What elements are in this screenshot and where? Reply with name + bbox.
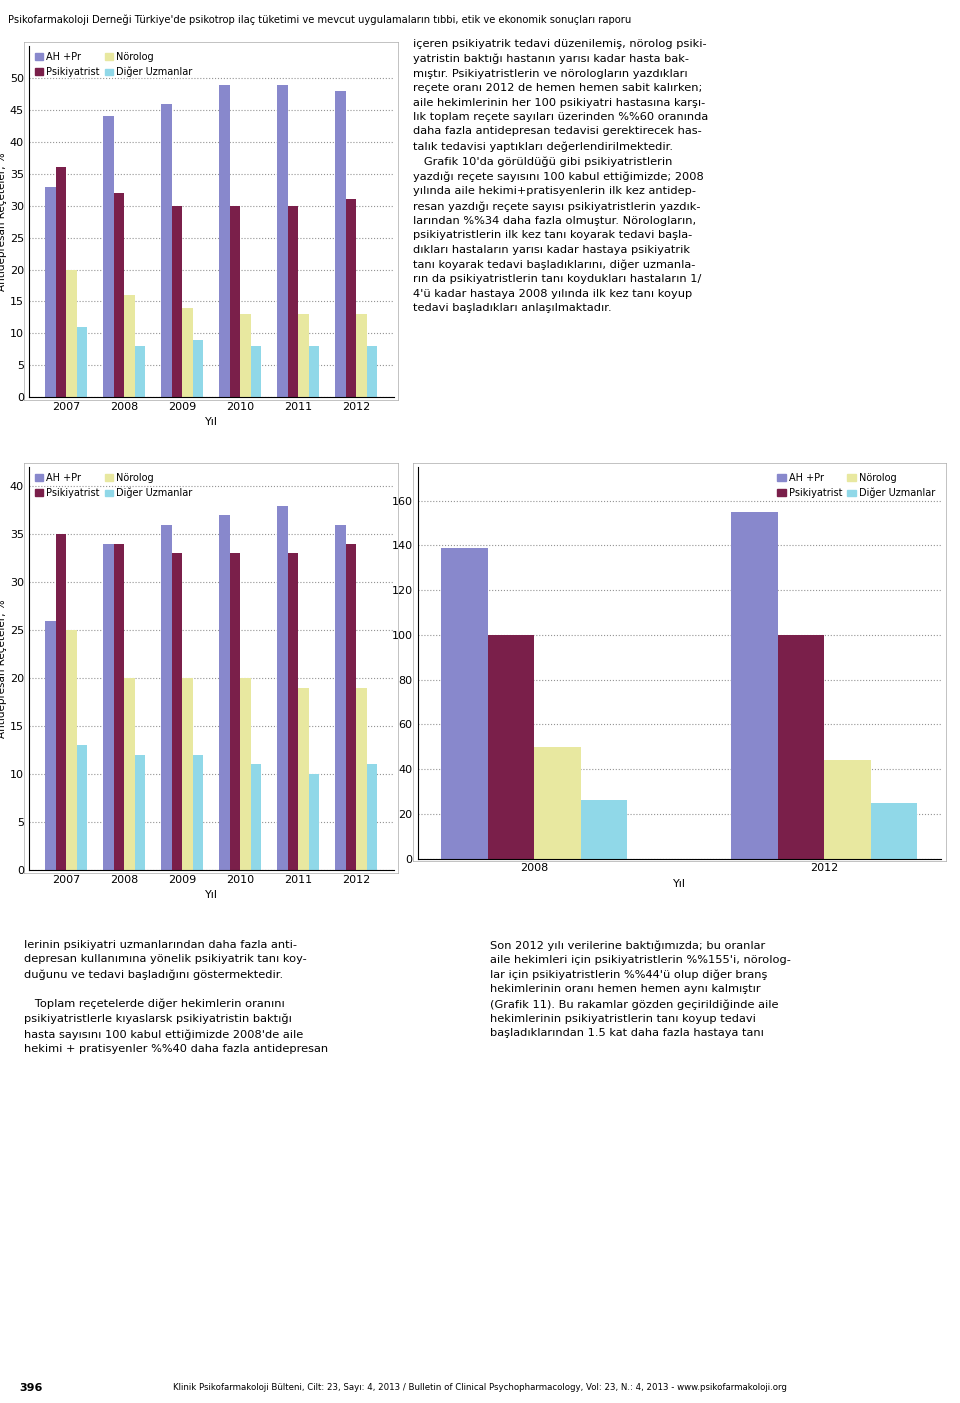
Bar bbox=[288, 554, 299, 870]
Bar bbox=[251, 347, 261, 397]
Bar bbox=[182, 307, 193, 397]
Bar bbox=[346, 544, 356, 870]
Bar bbox=[182, 678, 193, 870]
Legend: AH +Pr, Psikiyatrist, Nörolog, Diğer Uzmanlar: AH +Pr, Psikiyatrist, Nörolog, Diğer Uzm… bbox=[31, 469, 197, 502]
Bar bbox=[442, 547, 488, 859]
X-axis label: Yıl: Yıl bbox=[673, 880, 685, 890]
Bar bbox=[277, 505, 288, 870]
Text: Son 2012 yılı verilerine baktığımızda; bu oranlar
aile hekimleri için psikiyatri: Son 2012 yılı verilerine baktığımızda; b… bbox=[490, 940, 790, 1038]
Bar bbox=[335, 91, 346, 397]
Bar bbox=[367, 765, 377, 870]
Bar bbox=[346, 199, 356, 397]
Y-axis label: Antidepresan Reçeteler, %: Antidepresan Reçeteler, % bbox=[0, 599, 7, 738]
Bar bbox=[172, 206, 182, 397]
Text: Grafik 10: Diğer branş hekimlerinin toplam yazdıkları
antidepresan içeren reçete: Grafik 10: Diğer branş hekimlerinin topl… bbox=[423, 882, 756, 916]
Bar bbox=[104, 544, 114, 870]
Bar bbox=[277, 84, 288, 397]
Bar bbox=[356, 314, 367, 397]
Bar bbox=[124, 295, 134, 397]
Bar bbox=[134, 755, 145, 870]
Bar bbox=[114, 194, 124, 397]
Bar bbox=[134, 347, 145, 397]
Bar bbox=[161, 525, 172, 870]
Bar bbox=[219, 515, 229, 870]
Text: Klinik Psikofarmakoloji Bülteni, Cilt: 23, Sayı: 4, 2013 / Bulletin of Clinical : Klinik Psikofarmakoloji Bülteni, Cilt: 2… bbox=[173, 1383, 787, 1392]
Bar bbox=[299, 314, 308, 397]
Bar bbox=[534, 746, 581, 859]
Text: Grafik 8: Türkiye'de antidepresan içeren toplam reçete sayısının
yazıldıkları br: Grafik 8: Türkiye'de antidepresan içeren… bbox=[32, 422, 375, 442]
Bar bbox=[488, 636, 534, 859]
Bar bbox=[251, 765, 261, 870]
Text: içeren psikiyatrik tedavi düzenilemiş, nörolog psiki-
yatristin baktığı hastanın: içeren psikiyatrik tedavi düzenilemiş, n… bbox=[413, 39, 708, 313]
Bar bbox=[172, 554, 182, 870]
Legend: AH +Pr, Psikiyatrist, Nörolog, Diğer Uzmanlar: AH +Pr, Psikiyatrist, Nörolog, Diğer Uzm… bbox=[773, 469, 939, 502]
Bar bbox=[124, 678, 134, 870]
Bar bbox=[56, 167, 66, 397]
Bar bbox=[308, 347, 319, 397]
Bar bbox=[45, 620, 56, 870]
Bar bbox=[66, 269, 77, 397]
Bar bbox=[229, 206, 240, 397]
Text: 396: 396 bbox=[19, 1382, 42, 1393]
Bar bbox=[77, 745, 87, 870]
Bar bbox=[288, 206, 299, 397]
Text: Grafik 9: Türkiye'de ilk defa antidepresan içeren yeni reçetelerin
yazıldıkları : Grafik 9: Türkiye'de ilk defa antidepres… bbox=[32, 895, 377, 915]
X-axis label: Yıl: Yıl bbox=[204, 891, 218, 901]
Bar bbox=[581, 801, 627, 859]
Bar bbox=[240, 678, 251, 870]
Bar bbox=[299, 687, 308, 870]
Bar bbox=[356, 687, 367, 870]
Bar bbox=[778, 636, 825, 859]
Text: lerinin psikiyatri uzmanlarından daha fazla anti-
depresan kullanımına yönelik p: lerinin psikiyatri uzmanlarından daha fa… bbox=[24, 940, 328, 1054]
Bar bbox=[308, 774, 319, 870]
Bar bbox=[367, 347, 377, 397]
Bar bbox=[240, 314, 251, 397]
Bar bbox=[825, 760, 871, 859]
Bar bbox=[66, 630, 77, 870]
Bar bbox=[219, 84, 229, 397]
Legend: AH +Pr, Psikiyatrist, Nörolog, Diğer Uzmanlar: AH +Pr, Psikiyatrist, Nörolog, Diğer Uzm… bbox=[31, 48, 197, 81]
Y-axis label: Antidepresan Reçeteler, %: Antidepresan Reçeteler, % bbox=[0, 153, 7, 290]
Bar bbox=[114, 544, 124, 870]
Bar bbox=[335, 525, 346, 870]
Bar bbox=[193, 340, 204, 397]
Bar bbox=[193, 755, 204, 870]
Bar bbox=[56, 535, 66, 870]
Bar bbox=[104, 116, 114, 397]
Bar bbox=[77, 327, 87, 397]
Bar bbox=[871, 803, 917, 859]
Bar bbox=[732, 512, 778, 859]
Bar bbox=[229, 554, 240, 870]
X-axis label: Yıl: Yıl bbox=[204, 418, 218, 428]
Bar bbox=[161, 104, 172, 397]
Bar bbox=[45, 187, 56, 397]
Text: Psikofarmakoloji Derneği Türkiye'de psikotrop ilaç tüketimi ve mevcut uygulamala: Psikofarmakoloji Derneği Türkiye'de psik… bbox=[8, 14, 631, 25]
